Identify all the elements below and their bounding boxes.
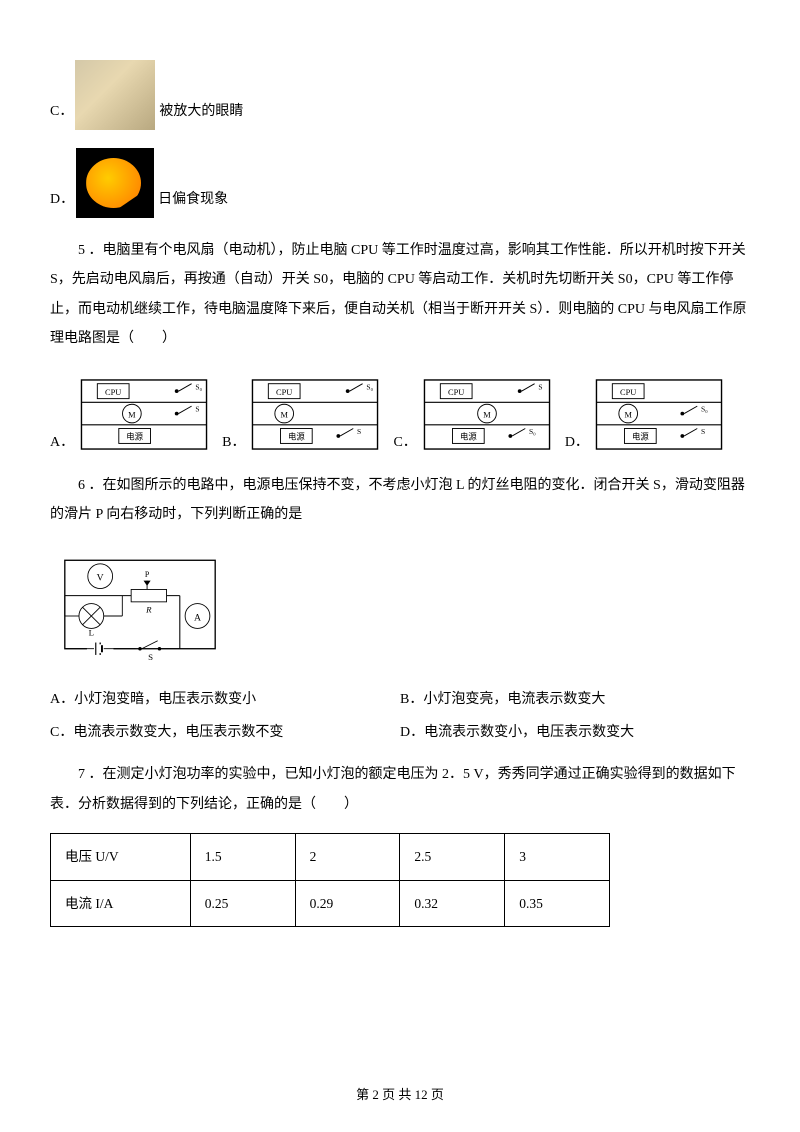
table-cell: 2 — [295, 833, 400, 880]
svg-text:S: S — [701, 427, 705, 436]
svg-text:电源: 电源 — [460, 431, 477, 441]
svg-text:CPU: CPU — [105, 387, 121, 396]
svg-text:CPU: CPU — [448, 387, 464, 396]
svg-text:S₀: S₀ — [529, 427, 536, 436]
table-cell: 0.35 — [505, 880, 610, 927]
option-c-label: C． — [50, 99, 73, 130]
q5-option-c-label: C． — [393, 430, 416, 457]
svg-text:S₀: S₀ — [701, 404, 708, 413]
q6-option-a: A．小灯泡变暗，电压表示数变小 — [50, 687, 400, 714]
svg-text:M: M — [128, 410, 136, 419]
table-cell: 3 — [505, 833, 610, 880]
svg-text:R: R — [145, 605, 152, 615]
q6-option-b: B．小灯泡变亮，电流表示数变大 — [400, 687, 750, 714]
q6-options-row2: C．电流表示数变大，电压表示数不变 D．电流表示数变小，电压表示数变大 — [50, 720, 750, 747]
circuit-diagram-c: CPU S M 电源 S₀ — [417, 372, 557, 457]
question-5-text: 5 ．电脑里有个电风扇（电动机），防止电脑 CPU 等工作时温度过高，影响其工作… — [50, 236, 750, 354]
svg-text:电源: 电源 — [288, 431, 305, 441]
svg-text:S: S — [538, 382, 542, 391]
svg-text:CPU: CPU — [277, 387, 293, 396]
svg-text:L: L — [89, 628, 94, 638]
question-7-text: 7 ．在测定小灯泡功率的实验中，已知小灯泡的额定电压为 2．5 V，秀秀同学通过… — [50, 760, 750, 819]
question-5-options: A． CPU S₀ M S 电源 B． CPU S₀ M 电源 S C． — [50, 372, 750, 457]
table-row: 电流 I/A 0.25 0.29 0.32 0.35 — [51, 880, 610, 927]
option-d-text: 日偏食现象 — [154, 187, 228, 218]
image-solar-eclipse — [76, 148, 154, 218]
table-cell: 1.5 — [190, 833, 295, 880]
option-c-text: 被放大的眼睛 — [155, 99, 243, 130]
svg-text:A: A — [194, 613, 201, 624]
svg-text:S: S — [357, 427, 361, 436]
option-c-row: C． 被放大的眼睛 — [50, 60, 750, 130]
question-6-circuit: V L P R A S — [50, 547, 750, 673]
q5-option-d-label: D． — [565, 430, 589, 457]
circuit-diagram-b: CPU S₀ M 电源 S — [245, 372, 385, 457]
circuit-diagram-a: CPU S₀ M S 电源 — [74, 372, 214, 457]
q5-option-c: C． CPU S M 电源 S₀ — [393, 372, 556, 457]
page-footer: 第 2 页 共 12 页 — [0, 1083, 800, 1108]
q5-option-a: A． CPU S₀ M S 电源 — [50, 372, 214, 457]
svg-text:V: V — [97, 573, 104, 584]
table-cell: 2.5 — [400, 833, 505, 880]
table-cell: 0.25 — [190, 880, 295, 927]
q6-options-row1: A．小灯泡变暗，电压表示数变小 B．小灯泡变亮，电流表示数变大 — [50, 687, 750, 714]
svg-text:S: S — [195, 404, 199, 413]
circuit-diagram-d: CPU M S₀ 电源 S — [589, 372, 729, 457]
svg-text:电源: 电源 — [126, 431, 143, 441]
table-cell: 0.29 — [295, 880, 400, 927]
q6-option-c: C．电流表示数变大，电压表示数不变 — [50, 720, 400, 747]
svg-text:S₀: S₀ — [195, 382, 202, 391]
q5-option-a-label: A． — [50, 430, 74, 457]
svg-text:M: M — [281, 410, 289, 419]
svg-text:CPU: CPU — [620, 387, 636, 396]
svg-text:S: S — [148, 653, 153, 663]
svg-text:电源: 电源 — [632, 431, 649, 441]
q5-option-b: B． CPU S₀ M 电源 S — [222, 372, 385, 457]
image-eye-magnified — [75, 60, 155, 130]
table-row: 电压 U/V 1.5 2 2.5 3 — [51, 833, 610, 880]
svg-text:M: M — [624, 410, 632, 419]
svg-text:P: P — [145, 570, 150, 579]
table-cell: 电流 I/A — [51, 880, 191, 927]
svg-text:M: M — [483, 410, 491, 419]
question-7-table: 电压 U/V 1.5 2 2.5 3 电流 I/A 0.25 0.29 0.32… — [50, 833, 610, 927]
option-d-label: D． — [50, 187, 74, 218]
q5-option-b-label: B． — [222, 430, 245, 457]
svg-text:S₀: S₀ — [367, 382, 374, 391]
table-cell: 电压 U/V — [51, 833, 191, 880]
question-6-text: 6 ．在如图所示的电路中，电源电压保持不变，不考虑小灯泡 L 的灯丝电阻的变化．… — [50, 471, 750, 530]
table-cell: 0.32 — [400, 880, 505, 927]
q5-option-d: D． CPU M S₀ 电源 S — [565, 372, 729, 457]
option-d-row: D． 日偏食现象 — [50, 148, 750, 218]
q6-option-d: D．电流表示数变小，电压表示数变大 — [400, 720, 750, 747]
